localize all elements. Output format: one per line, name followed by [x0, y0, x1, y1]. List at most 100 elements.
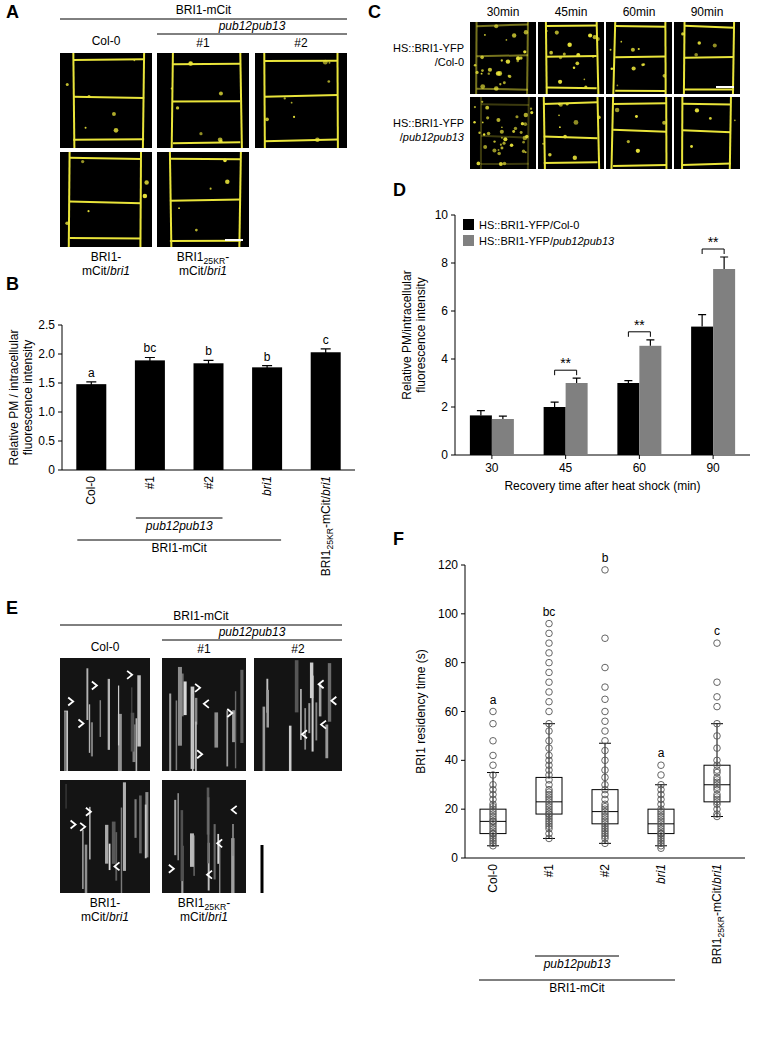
endosome — [690, 145, 693, 148]
median — [648, 823, 674, 824]
image-label: mCit/bri1 — [81, 910, 129, 924]
endosome — [592, 55, 595, 58]
group-label: BRI1-mCit — [176, 3, 232, 17]
y-tick — [451, 407, 455, 408]
micrograph — [157, 53, 249, 148]
significance-mark: ** — [560, 355, 571, 371]
endosome — [641, 63, 644, 66]
endosome — [66, 83, 69, 86]
endosome — [501, 126, 503, 128]
bar — [311, 352, 341, 470]
endosome — [558, 103, 560, 105]
endosome — [498, 149, 500, 151]
text-part: #2 — [598, 864, 612, 878]
endosome — [559, 103, 563, 107]
error-bar — [86, 382, 96, 387]
track — [64, 712, 66, 771]
point — [546, 720, 553, 727]
point — [658, 772, 665, 779]
endosome — [596, 37, 600, 41]
endosome — [515, 115, 518, 118]
endosome — [588, 33, 592, 37]
endosome — [567, 43, 571, 47]
text-part: #2 — [202, 476, 216, 490]
row-label: /pub12pub13 — [400, 131, 465, 143]
micrograph — [606, 22, 672, 94]
micrograph — [60, 53, 152, 148]
marks — [76, 349, 340, 470]
scale-bar — [225, 239, 243, 241]
endosome — [315, 137, 320, 142]
endosome — [620, 41, 622, 43]
group-line — [162, 640, 342, 641]
micrograph — [60, 152, 152, 247]
text-part: HS::BRI1-YFP/ — [479, 235, 554, 247]
image-label: mCit/bri1 — [179, 264, 227, 278]
panel-letter: D — [393, 180, 406, 200]
endosome — [225, 179, 229, 183]
whisker — [599, 743, 611, 789]
track — [214, 824, 216, 879]
image-label: #2 — [291, 642, 305, 656]
significance-letter: b — [602, 551, 609, 565]
y-tick-label: 1.0 — [38, 405, 55, 419]
membrane — [73, 53, 74, 148]
endosome — [223, 159, 227, 163]
track — [64, 711, 68, 771]
text-part: 45min — [555, 5, 588, 19]
arrowhead — [302, 730, 307, 738]
bar — [470, 415, 492, 455]
text-part: HS::BRI1-YFP/Col-0 — [479, 219, 579, 231]
panel-letter: A — [6, 2, 19, 22]
group-label: pub12pub13 — [543, 957, 611, 971]
membrane — [73, 138, 144, 141]
panel-a: BRI1-mCitpub12pub13Col-0#1#2BRI1-mCit/br… — [60, 3, 347, 278]
endosome — [734, 119, 736, 121]
track — [178, 667, 182, 746]
text-part: mCit/ — [82, 264, 111, 278]
text-part: BRI1 — [319, 549, 333, 576]
chart-f: 020406080100120BRI1 residency time (s)ab… — [414, 551, 745, 995]
text-part: #2 — [294, 36, 308, 50]
significance-letter: a — [658, 746, 665, 760]
track — [91, 722, 93, 756]
error-bar — [145, 357, 155, 363]
y-tick-label: 1.5 — [38, 376, 55, 390]
bar — [135, 360, 165, 470]
membrane — [264, 95, 337, 97]
track — [112, 822, 116, 864]
endosome — [563, 53, 566, 56]
y-tick-label: 40 — [445, 753, 459, 767]
micrograph — [674, 97, 740, 169]
membrane — [546, 87, 597, 90]
y-tick — [461, 760, 465, 761]
endosome — [636, 149, 640, 153]
arrowhead — [71, 820, 76, 828]
y-tick — [58, 383, 62, 384]
endosome — [488, 72, 490, 74]
y-tick-label: 0 — [48, 463, 55, 477]
endosome — [508, 75, 510, 77]
x-tick — [639, 455, 640, 459]
legend-swatch — [463, 235, 474, 246]
kymograph — [60, 780, 150, 893]
image-bg — [606, 97, 672, 169]
arrowhead — [197, 750, 202, 758]
image-label: #1 — [196, 36, 210, 50]
membrane — [682, 103, 731, 106]
time-label: 30min — [487, 5, 520, 19]
x-tick-label: bri1 — [260, 476, 274, 496]
membrane — [70, 158, 141, 159]
track — [190, 833, 194, 866]
point — [602, 567, 609, 574]
x-tick-label: Col-0 — [486, 864, 500, 893]
endosome — [627, 140, 630, 143]
time-label: 90min — [691, 5, 724, 19]
y-tick-label: 0 — [451, 851, 458, 865]
membrane — [173, 63, 240, 66]
significance-letter: b — [205, 344, 212, 358]
endosome — [143, 194, 147, 198]
legend: HS::BRI1-YFP/Col-0HS::BRI1-YFP/pub12pub1… — [463, 219, 615, 247]
track — [226, 710, 228, 766]
median — [592, 811, 618, 812]
